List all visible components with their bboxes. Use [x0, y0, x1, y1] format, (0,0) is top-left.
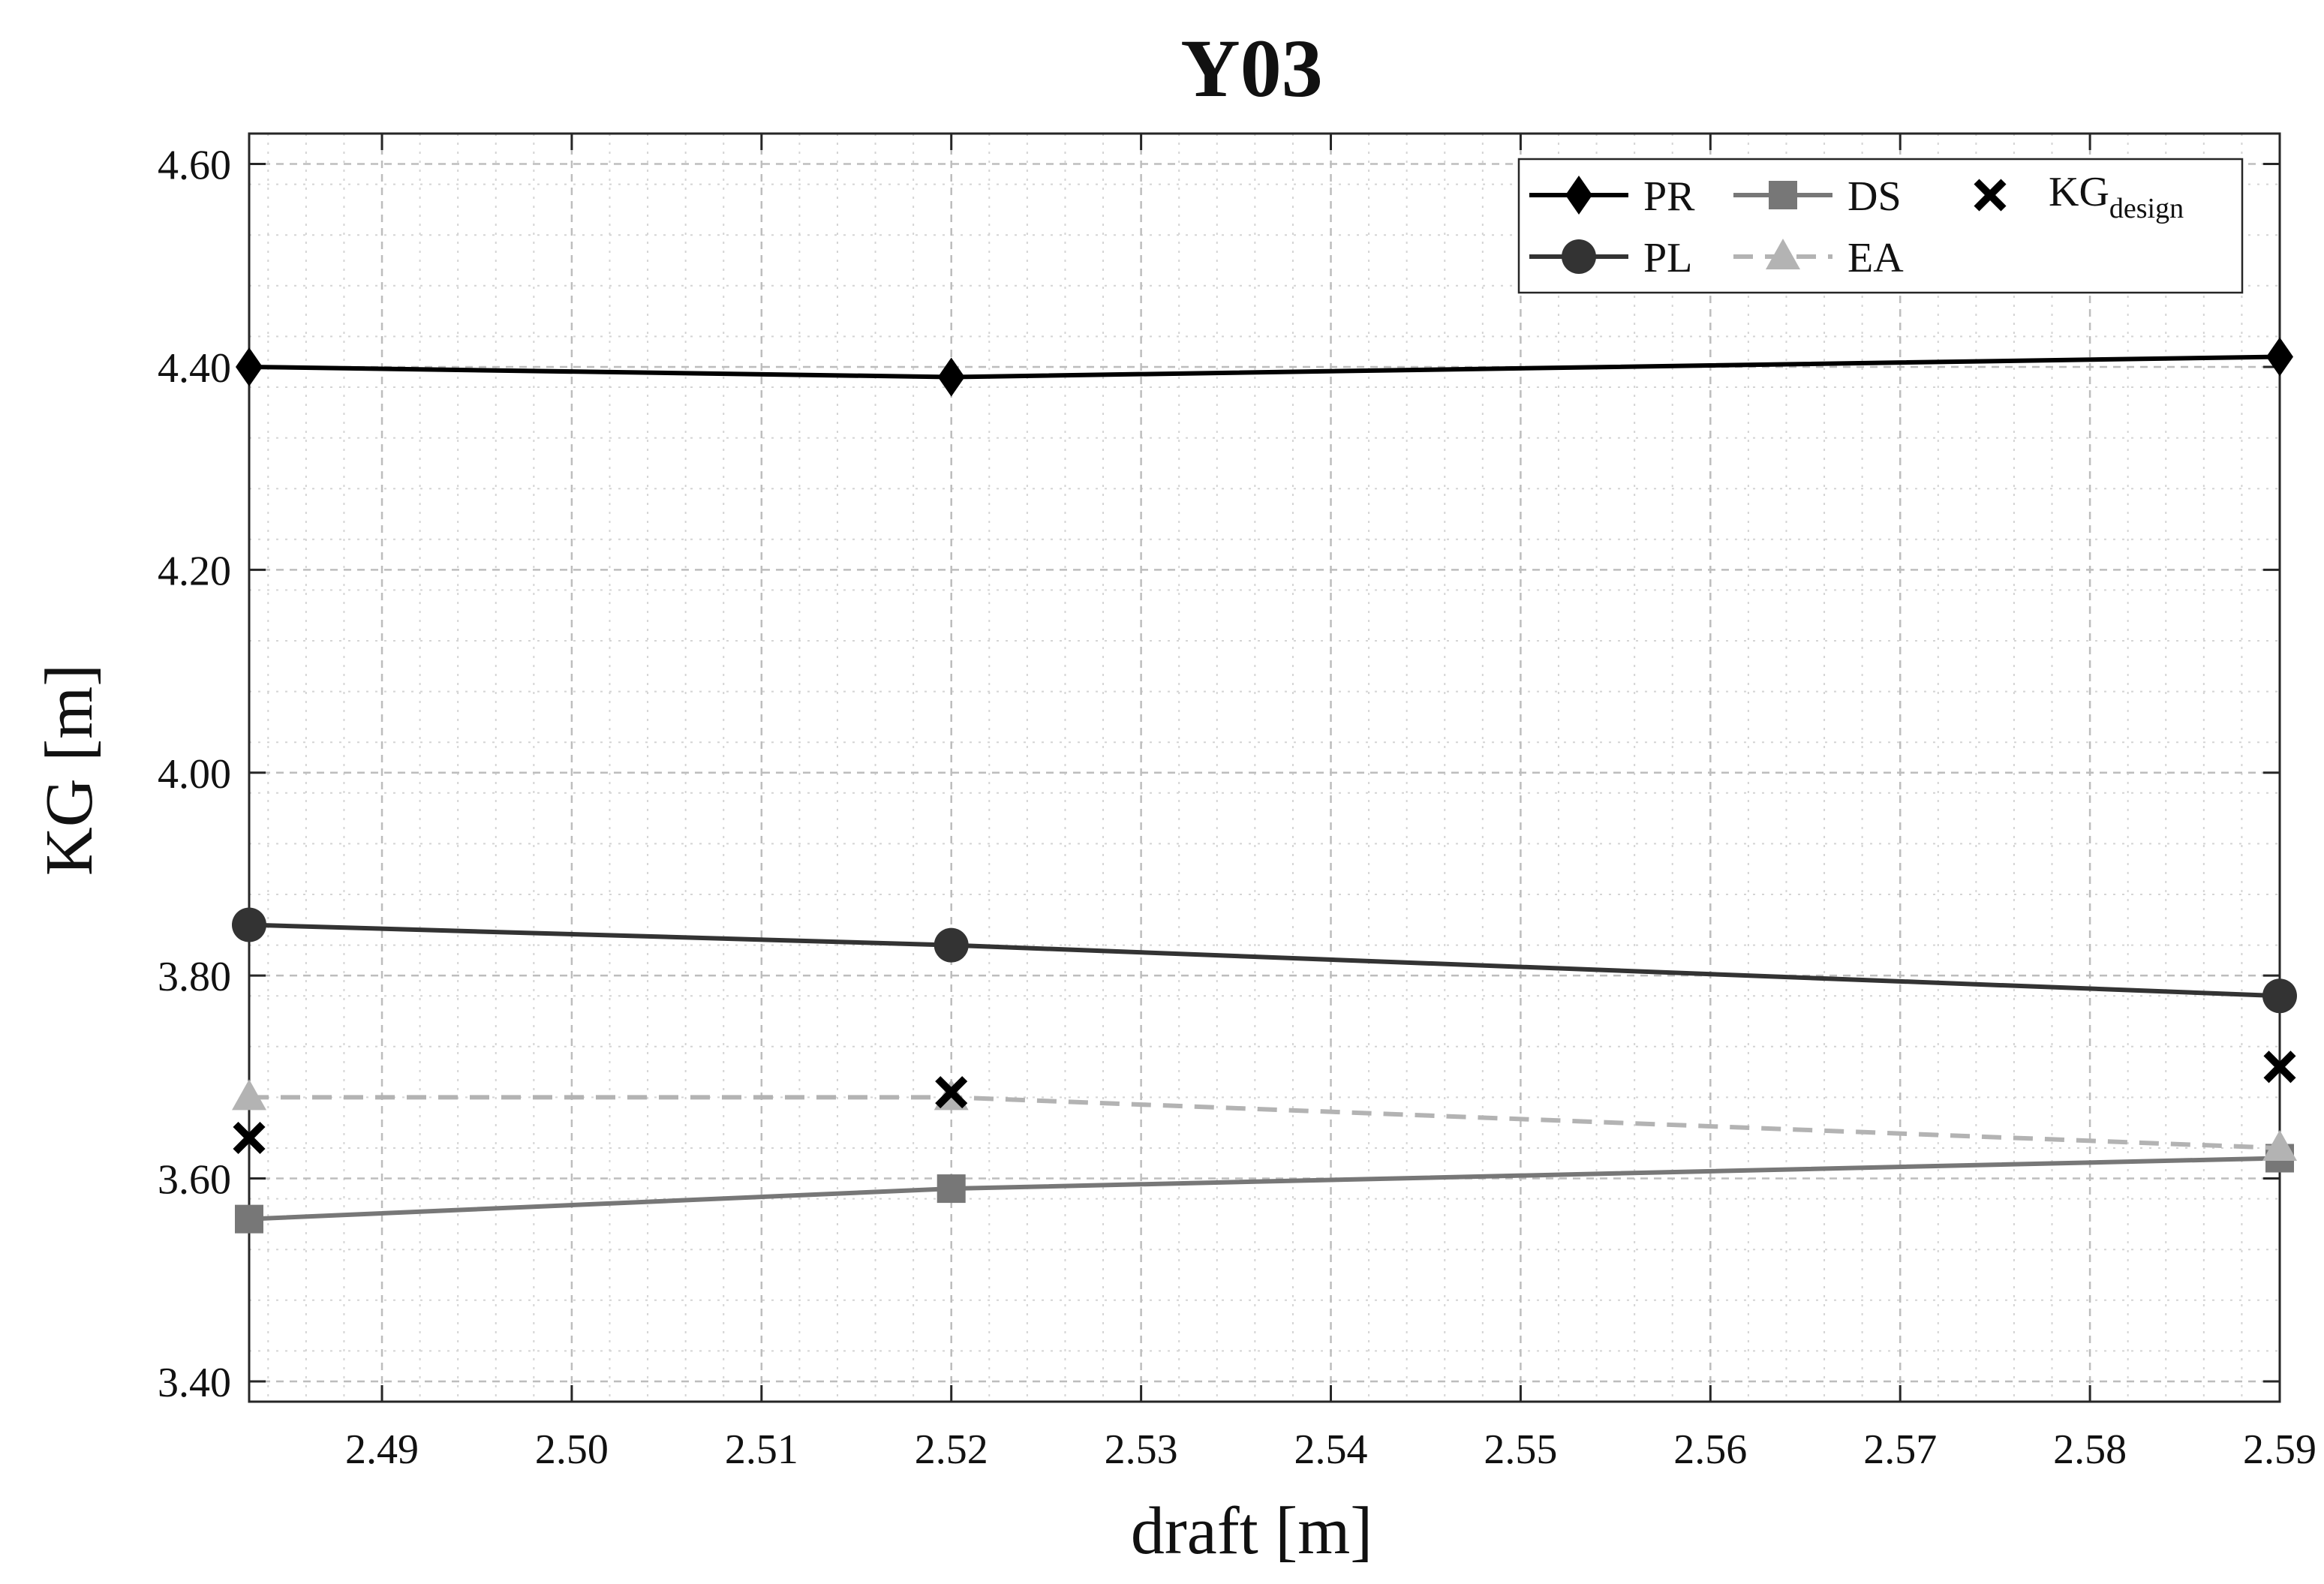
- series-ds: [235, 1144, 2294, 1234]
- data-point-ds: [235, 1204, 263, 1234]
- legend: PR PL DS EA KGdesign: [1517, 158, 2244, 294]
- legend-marker-ea: [1766, 239, 1800, 269]
- x-tick-label: 2.51: [725, 1426, 798, 1473]
- series-kg: [233, 1050, 2296, 1155]
- x-marker-stroke: [2263, 1050, 2296, 1084]
- y-tick-label: 4.20: [158, 548, 231, 594]
- legend-entry-ea: EA: [1733, 235, 1904, 281]
- legend-box: [1517, 158, 2244, 294]
- data-point-pl: [934, 927, 969, 963]
- x-tick-label: 2.58: [2053, 1426, 2127, 1473]
- data-point-ds: [937, 1174, 966, 1204]
- x-marker-stroke: [1974, 179, 2007, 212]
- x-axis-label: draft [m]: [1131, 1494, 1372, 1568]
- series-pr: [236, 337, 2293, 397]
- tick-layer: 2.49 2.50 2.51 2.52 2.53 2.54 2.55 2.56 2.57 2.58…: [158, 134, 2316, 1473]
- legend-marker-pl: [1562, 239, 1596, 274]
- x-tick-label: 2.57: [1863, 1426, 1937, 1473]
- legend-entry-pr: PR: [1529, 173, 1695, 220]
- data-point-pr: [2266, 337, 2293, 377]
- x-tick-label: 2.56: [1673, 1426, 1747, 1473]
- y-tick-label: 3.60: [158, 1157, 231, 1204]
- legend-entry-pl: PL: [1529, 235, 1692, 281]
- legend-entries: PR PL DS EA KGdesign: [1529, 169, 2184, 281]
- x-tick-label: 2.49: [345, 1426, 419, 1473]
- y-tick-label: 3.80: [158, 954, 231, 1000]
- data-point-kg: [935, 1076, 968, 1109]
- legend-entry-ds: DS: [1733, 173, 1902, 220]
- legend-label-kg-main: KG: [2049, 169, 2109, 215]
- legend-label-kg-subscript: design: [2109, 193, 2184, 224]
- y-axis-label: KG [m]: [32, 664, 107, 876]
- y-tick-label: 4.60: [158, 143, 231, 189]
- y-tick-label: 4.40: [158, 345, 231, 392]
- x-tick-label: 2.54: [1294, 1426, 1368, 1473]
- chart-title: Y03: [1180, 23, 1322, 114]
- data-point-kg: [2263, 1050, 2296, 1084]
- x-tick-label: 2.52: [915, 1426, 988, 1473]
- y-tick-label: 3.40: [158, 1360, 231, 1406]
- data-point-ea: [232, 1079, 266, 1111]
- y-tick-label: 4.00: [158, 751, 231, 798]
- data-point-pl: [232, 907, 266, 942]
- x-tick-label: 2.55: [1484, 1426, 1557, 1473]
- x-tick-label: 2.59: [2243, 1426, 2316, 1473]
- data-point-pr: [236, 347, 263, 386]
- legend-label-ds: DS: [1847, 173, 1902, 220]
- legend-marker-pr: [1565, 176, 1592, 215]
- legend-label-pr: PR: [1643, 173, 1695, 220]
- series-pl: [232, 907, 2297, 1014]
- plot-frame: [248, 132, 2281, 1403]
- data-point-pl: [2262, 978, 2297, 1014]
- x-marker-stroke: [935, 1076, 968, 1109]
- legend-entry-kg-design: KGdesign: [1974, 169, 2184, 224]
- legend-label-ea: EA: [1847, 235, 1904, 281]
- x-tick-label: 2.50: [535, 1426, 609, 1473]
- series-layer: [232, 337, 2297, 1234]
- x-marker-stroke: [233, 1121, 266, 1155]
- legend-label-pl: PL: [1643, 235, 1692, 281]
- legend-marker-ds: [1769, 181, 1797, 209]
- legend-label-kg-design: KGdesign: [2049, 169, 2184, 224]
- data-point-ea: [2262, 1130, 2297, 1161]
- x-tick-label: 2.53: [1105, 1426, 1178, 1473]
- legend-marker-kg-design: [1974, 179, 2007, 212]
- data-point-kg: [233, 1121, 266, 1155]
- data-point-pr: [937, 357, 965, 397]
